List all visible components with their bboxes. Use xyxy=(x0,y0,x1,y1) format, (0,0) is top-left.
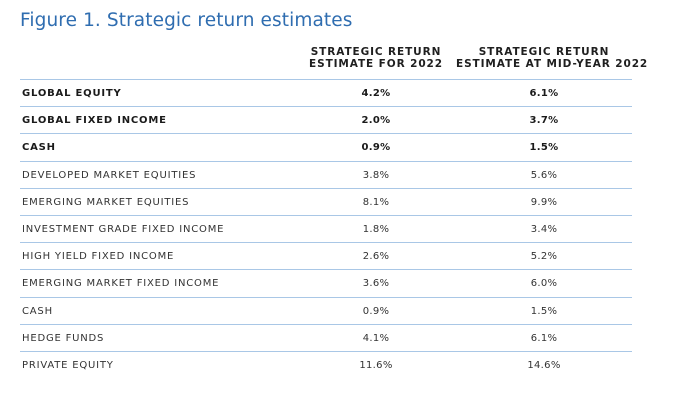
estimate-mid-year-value: 1.5% xyxy=(530,305,558,317)
estimate-2022-value: 0.9% xyxy=(362,305,390,317)
estimate-mid-year-value: 6.1% xyxy=(530,332,558,344)
figure-title: Figure 1. Strategic return estimates xyxy=(20,10,353,31)
column-header-line: STRATEGIC RETURN xyxy=(478,46,610,58)
asset-class-label: HEDGE FUNDS xyxy=(22,332,105,344)
estimate-mid-year-value: 5.6% xyxy=(530,169,558,181)
asset-class-label: GLOBAL EQUITY xyxy=(22,88,122,99)
table-row: CASH 0.9% 1.5% xyxy=(20,296,632,324)
estimate-2022-value: 0.9% xyxy=(361,142,391,154)
asset-class-label: INVESTMENT GRADE FIXED INCOME xyxy=(22,223,225,235)
column-header-line: ESTIMATE FOR 2022 xyxy=(309,58,443,70)
table-row: PRIVATE EQUITY 11.6% 14.6% xyxy=(20,350,632,378)
estimate-2022-value: 11.6% xyxy=(359,359,393,371)
table-row: EMERGING MARKET EQUITIES 8.1% 9.9% xyxy=(20,187,632,215)
asset-class-label: CASH xyxy=(22,305,53,317)
column-header-2022: STRATEGIC RETURN ESTIMATE FOR 2022 xyxy=(300,46,452,70)
asset-class-label: CASH xyxy=(22,142,56,154)
estimate-2022-value: 1.8% xyxy=(362,223,390,235)
table-row: INVESTMENT GRADE FIXED INCOME 1.8% 3.4% xyxy=(20,214,632,242)
asset-class-label: EMERGING MARKET EQUITIES xyxy=(22,196,190,208)
column-header-line: ESTIMATE AT MID-YEAR 2022 xyxy=(456,58,649,70)
estimate-2022-value: 3.8% xyxy=(362,169,390,181)
column-header-mid-year: STRATEGIC RETURN ESTIMATE AT MID-YEAR 20… xyxy=(456,46,649,70)
estimate-mid-year-value: 9.9% xyxy=(530,196,558,208)
estimate-2022-value: 2.0% xyxy=(361,115,391,127)
estimate-2022-value: 2.6% xyxy=(362,251,390,263)
estimate-mid-year-value: 5.2% xyxy=(530,251,558,263)
estimate-mid-year-value: 6.0% xyxy=(530,278,558,290)
estimate-2022-value: 4.1% xyxy=(362,332,390,344)
estimate-mid-year-value: 1.5% xyxy=(529,142,559,154)
estimate-mid-year-value: 3.7% xyxy=(529,115,559,127)
column-header-line: STRATEGIC RETURN xyxy=(310,46,442,58)
estimate-mid-year-value: 14.6% xyxy=(527,359,561,371)
estimate-mid-year-value: 6.1% xyxy=(529,88,559,99)
estimate-2022-value: 3.6% xyxy=(362,278,390,290)
return-estimates-table: GLOBAL EQUITY 4.2% 6.1% GLOBAL FIXED INCOME… xyxy=(20,79,632,378)
asset-class-label: EMERGING MARKET FIXED INCOME xyxy=(22,278,220,290)
table-row: HEDGE FUNDS 4.1% 6.1% xyxy=(20,323,632,351)
estimate-2022-value: 8.1% xyxy=(362,196,390,208)
table-row: GLOBAL FIXED INCOME 2.0% 3.7% xyxy=(20,106,632,133)
table-row: GLOBAL EQUITY 4.2% 6.1% xyxy=(20,79,632,106)
asset-class-label: GLOBAL FIXED INCOME xyxy=(22,115,167,127)
asset-class-label: PRIVATE EQUITY xyxy=(22,359,114,371)
estimate-2022-value: 4.2% xyxy=(361,88,391,99)
table-row: HIGH YIELD FIXED INCOME 2.6% 5.2% xyxy=(20,242,632,269)
asset-class-label: HIGH YIELD FIXED INCOME xyxy=(22,251,175,263)
table-row: CASH 0.9% 1.5% xyxy=(20,133,632,160)
table-row: EMERGING MARKET FIXED INCOME 3.6% 6.0% xyxy=(20,269,632,296)
asset-class-label: DEVELOPED MARKET EQUITIES xyxy=(22,169,197,181)
table-row: DEVELOPED MARKET EQUITIES 3.8% 5.6% xyxy=(20,160,632,188)
estimate-mid-year-value: 3.4% xyxy=(530,223,558,235)
